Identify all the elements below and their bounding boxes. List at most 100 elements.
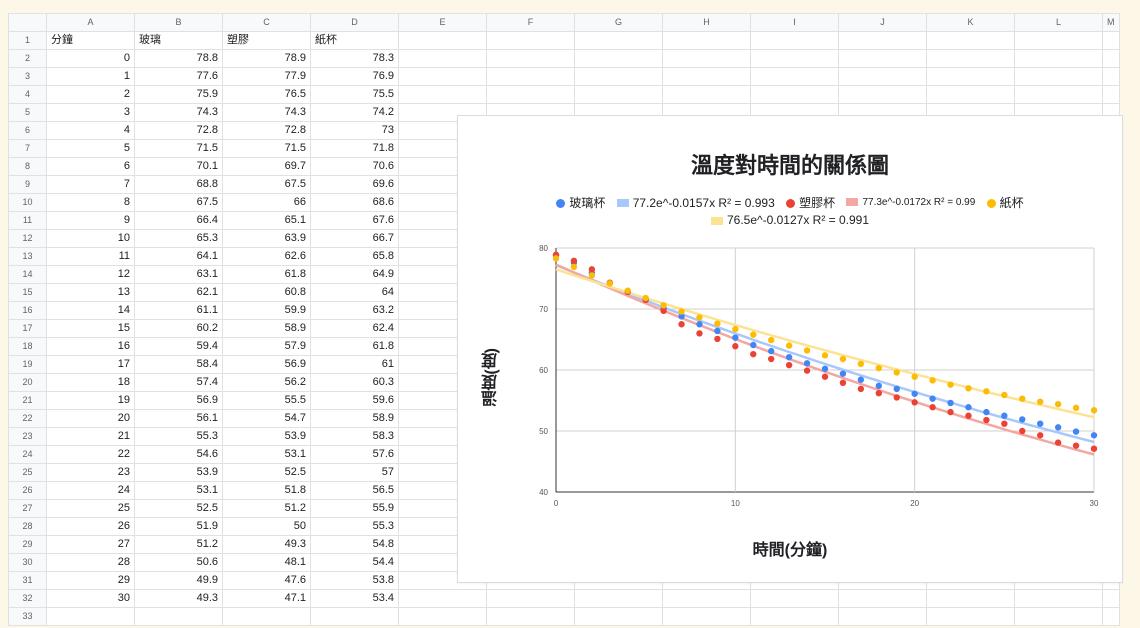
cell[interactable] xyxy=(398,589,487,608)
row-header[interactable]: 10 xyxy=(8,193,47,212)
cell[interactable] xyxy=(662,85,751,104)
cell[interactable]: 72.8 xyxy=(222,121,311,140)
row-header[interactable]: 31 xyxy=(8,571,47,590)
row-header[interactable]: 13 xyxy=(8,247,47,266)
cell[interactable]: 71.5 xyxy=(222,139,311,158)
column-header-m[interactable]: M xyxy=(1102,13,1120,32)
cell[interactable] xyxy=(838,31,927,50)
cell[interactable]: 分鐘 xyxy=(46,31,135,50)
cell[interactable]: 61.8 xyxy=(310,337,399,356)
cell[interactable]: 59.9 xyxy=(222,301,311,320)
cell[interactable]: 70.1 xyxy=(134,157,223,176)
cell[interactable]: 75.9 xyxy=(134,85,223,104)
cell[interactable] xyxy=(574,85,663,104)
cell[interactable]: 78.8 xyxy=(134,49,223,68)
cell[interactable] xyxy=(134,607,223,626)
cell[interactable]: 62.4 xyxy=(310,319,399,338)
cell[interactable]: 54.8 xyxy=(310,535,399,554)
cell[interactable]: 74.3 xyxy=(222,103,311,122)
cell[interactable]: 72.8 xyxy=(134,121,223,140)
cell[interactable]: 51.2 xyxy=(134,535,223,554)
cell[interactable]: 15 xyxy=(46,319,135,338)
cell[interactable] xyxy=(838,589,927,608)
row-header[interactable]: 28 xyxy=(8,517,47,536)
cell[interactable] xyxy=(662,31,751,50)
cell[interactable]: 6 xyxy=(46,157,135,176)
cell[interactable]: 77.9 xyxy=(222,67,311,86)
column-header-g[interactable]: G xyxy=(574,13,663,32)
cell[interactable]: 3 xyxy=(46,103,135,122)
column-header-i[interactable]: I xyxy=(750,13,839,32)
cell[interactable]: 22 xyxy=(46,445,135,464)
cell[interactable]: 68.6 xyxy=(310,193,399,212)
cell[interactable]: 50 xyxy=(222,517,311,536)
cell[interactable]: 20 xyxy=(46,409,135,428)
row-header[interactable]: 1 xyxy=(8,31,47,50)
cell[interactable] xyxy=(1102,85,1120,104)
cell[interactable] xyxy=(46,607,135,626)
cell[interactable] xyxy=(1014,589,1103,608)
cell[interactable] xyxy=(926,67,1015,86)
column-header-l[interactable]: L xyxy=(1014,13,1103,32)
cell[interactable]: 61.1 xyxy=(134,301,223,320)
cell[interactable]: 47.1 xyxy=(222,589,311,608)
cell[interactable]: 9 xyxy=(46,211,135,230)
cell[interactable]: 76.5 xyxy=(222,85,311,104)
cell[interactable]: 66.4 xyxy=(134,211,223,230)
cell[interactable] xyxy=(750,607,839,626)
cell[interactable]: 56.2 xyxy=(222,373,311,392)
cell[interactable]: 61 xyxy=(310,355,399,374)
cell[interactable]: 50.6 xyxy=(134,553,223,572)
cell[interactable] xyxy=(662,607,751,626)
cell[interactable]: 49.3 xyxy=(134,589,223,608)
cell[interactable]: 69.7 xyxy=(222,157,311,176)
row-header[interactable]: 4 xyxy=(8,85,47,104)
cell[interactable]: 65.1 xyxy=(222,211,311,230)
cell[interactable]: 60.3 xyxy=(310,373,399,392)
cell[interactable] xyxy=(486,589,575,608)
cell[interactable]: 14 xyxy=(46,301,135,320)
row-header[interactable]: 2 xyxy=(8,49,47,68)
cell[interactable]: 17 xyxy=(46,355,135,374)
cell[interactable]: 61.8 xyxy=(222,265,311,284)
cell[interactable]: 10 xyxy=(46,229,135,248)
cell[interactable]: 30 xyxy=(46,589,135,608)
cell[interactable] xyxy=(1014,67,1103,86)
cell[interactable]: 66.7 xyxy=(310,229,399,248)
row-header[interactable]: 7 xyxy=(8,139,47,158)
cell[interactable]: 49.3 xyxy=(222,535,311,554)
cell[interactable]: 51.2 xyxy=(222,499,311,518)
row-header[interactable]: 32 xyxy=(8,589,47,608)
cell[interactable]: 58.4 xyxy=(134,355,223,374)
cell[interactable] xyxy=(1102,49,1120,68)
cell[interactable]: 0 xyxy=(46,49,135,68)
cell[interactable] xyxy=(574,67,663,86)
column-header-k[interactable]: K xyxy=(926,13,1015,32)
cell[interactable]: 7 xyxy=(46,175,135,194)
cell[interactable]: 71.5 xyxy=(134,139,223,158)
cell[interactable]: 75.5 xyxy=(310,85,399,104)
cell[interactable]: 60.2 xyxy=(134,319,223,338)
cell[interactable] xyxy=(1102,607,1120,626)
cell[interactable]: 53.1 xyxy=(134,481,223,500)
cell[interactable]: 紙杯 xyxy=(310,31,399,50)
cell[interactable]: 4 xyxy=(46,121,135,140)
cell[interactable]: 54.7 xyxy=(222,409,311,428)
cell[interactable]: 76.9 xyxy=(310,67,399,86)
row-header[interactable]: 30 xyxy=(8,553,47,572)
cell[interactable]: 55.5 xyxy=(222,391,311,410)
column-header-f[interactable]: F xyxy=(486,13,575,32)
cell[interactable]: 52.5 xyxy=(134,499,223,518)
column-header-b[interactable]: B xyxy=(134,13,223,32)
legend-item-plastic[interactable]: 塑膠杯 xyxy=(786,194,835,211)
cell[interactable]: 48.1 xyxy=(222,553,311,572)
cell[interactable]: 11 xyxy=(46,247,135,266)
cell[interactable] xyxy=(1014,49,1103,68)
cell[interactable]: 63.9 xyxy=(222,229,311,248)
row-header[interactable]: 21 xyxy=(8,391,47,410)
cell[interactable]: 56.1 xyxy=(134,409,223,428)
cell[interactable]: 57.4 xyxy=(134,373,223,392)
cell[interactable]: 60.8 xyxy=(222,283,311,302)
cell[interactable] xyxy=(486,31,575,50)
row-header[interactable]: 11 xyxy=(8,211,47,230)
